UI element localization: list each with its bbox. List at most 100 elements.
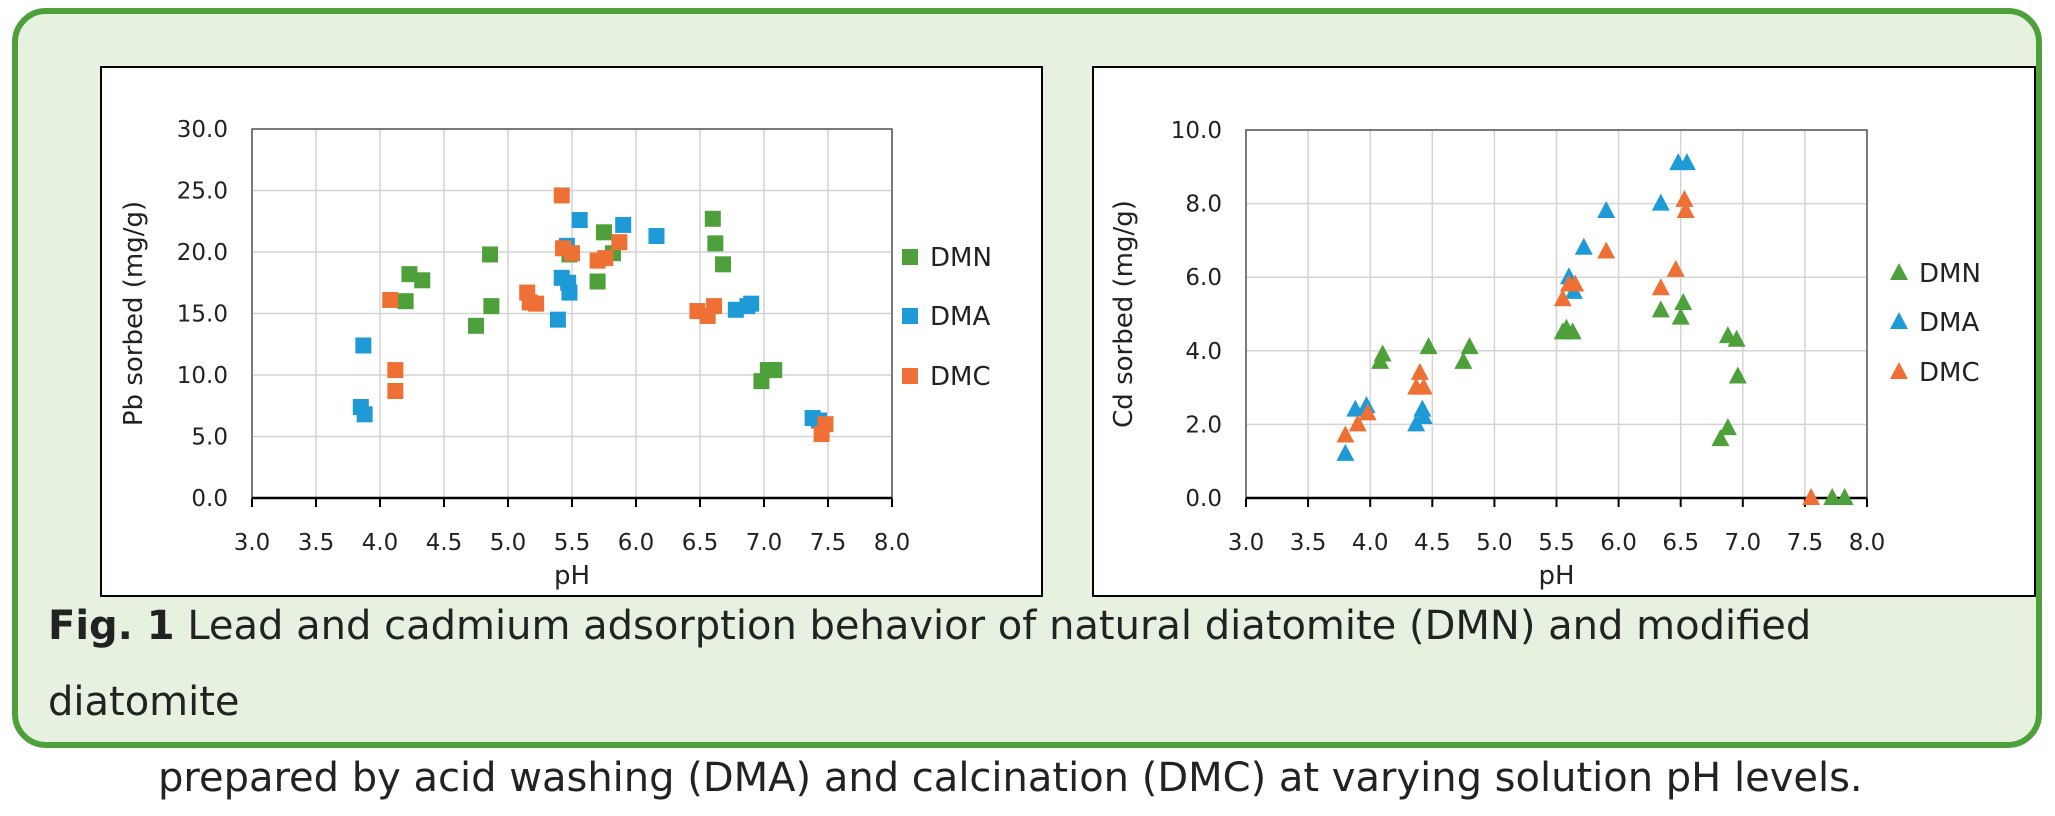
- point-dma: [356, 406, 373, 423]
- y-tick-label: 30.0: [177, 117, 228, 143]
- legend-label-dmc: DMC: [930, 362, 991, 392]
- legend-label-dmn: DMN: [930, 243, 992, 273]
- point-dma: [355, 337, 372, 354]
- x-tick-label: 7.5: [1787, 530, 1824, 556]
- caption-line-2: prepared by acid washing (DMA) and calci…: [158, 755, 1863, 801]
- point-dmn: [1651, 300, 1670, 318]
- point-dmc: [1336, 425, 1355, 443]
- x-tick-label: 7.0: [1725, 530, 1762, 556]
- point-dmn: [397, 293, 414, 310]
- y-tick-label: 10.0: [1171, 118, 1222, 144]
- point-dmn: [589, 273, 606, 290]
- point-dmc: [611, 234, 628, 251]
- cd-chart: 3.0 3.5 4.0 4.5 5.0 5.5 6.0 6.5 7.0 7.5 8.0 0.0 2.0 4…: [1109, 118, 1981, 591]
- point-dmn: [1671, 307, 1690, 325]
- point-dma: [743, 295, 760, 312]
- x-tick-label: 4.0: [1352, 530, 1389, 556]
- point-dmc: [528, 295, 545, 312]
- legend-marker-dma: [902, 308, 918, 324]
- x-tick-label: 4.5: [426, 530, 463, 556]
- point-dmn: [1419, 337, 1438, 355]
- x-tick-label: 8.0: [874, 530, 911, 556]
- point-dma: [571, 212, 588, 229]
- point-dmn: [1373, 344, 1392, 362]
- point-dmc: [564, 245, 580, 262]
- point-dmn: [596, 224, 612, 241]
- point-dmn: [707, 235, 724, 252]
- y-tick-label: 0.0: [191, 486, 228, 512]
- x-tick-label: 3.0: [234, 530, 271, 556]
- point-dmc: [382, 291, 399, 308]
- point-dmc: [817, 416, 834, 433]
- x-tick-label: 4.5: [1414, 530, 1451, 556]
- point-dmc: [1676, 200, 1695, 218]
- point-dmc: [1414, 377, 1433, 395]
- point-dmn: [766, 362, 783, 379]
- y-tick-label: 8.0: [1185, 192, 1222, 218]
- point-dmn: [483, 298, 500, 315]
- point-dmc: [1802, 488, 1821, 505]
- y-axis-label: Cd sorbed (mg/g): [1109, 200, 1139, 428]
- point-dma: [1413, 399, 1432, 417]
- x-tick-label: 6.0: [618, 530, 655, 556]
- point-dmn: [1674, 292, 1693, 310]
- point-dmc: [597, 250, 614, 267]
- point-dma: [1574, 237, 1593, 255]
- point-dma: [648, 228, 665, 245]
- legend-marker-dma: [1890, 312, 1908, 329]
- point-dmc: [1597, 241, 1616, 259]
- y-tick-label: 5.0: [191, 425, 228, 451]
- x-tick-label: 8.0: [1849, 530, 1886, 556]
- point-dma: [1651, 193, 1670, 211]
- x-axis-label: pH: [1538, 561, 1574, 591]
- point-dmc: [553, 187, 570, 204]
- x-tick-label: 7.0: [746, 530, 783, 556]
- y-tick-label: 0.0: [1185, 486, 1222, 512]
- point-dmn: [482, 246, 499, 263]
- x-tick-label: 6.5: [682, 530, 719, 556]
- point-dma: [1357, 396, 1376, 413]
- x-tick-label: 7.5: [810, 530, 847, 556]
- point-dmn: [1563, 322, 1582, 340]
- point-dma: [1414, 407, 1433, 425]
- x-tick-label: 5.0: [490, 530, 527, 556]
- y-tick-label: 25.0: [177, 179, 228, 205]
- y-tick-label: 10.0: [177, 363, 228, 389]
- x-tick-label: 3.5: [1290, 530, 1327, 556]
- x-tick-label: 5.5: [1538, 530, 1575, 556]
- point-dmn: [414, 272, 431, 289]
- pb-chart-panel: 3.0 3.5 4.0 4.5 5.0 5.5 6.0 6.5 7.0 7.5 8.0 0.0 5.0 1…: [100, 66, 1043, 597]
- point-dmn: [1711, 429, 1730, 447]
- x-tick-label: 5.0: [1476, 530, 1513, 556]
- point-dmn: [1823, 488, 1842, 505]
- cd-chart-panel: 3.0 3.5 4.0 4.5 5.0 5.5 6.0 6.5 7.0 7.5 8.0 0.0 2.0 4…: [1092, 66, 2036, 597]
- legend-label-dma: DMA: [930, 302, 990, 332]
- legend-label-dma: DMA: [1919, 308, 1979, 338]
- legend-label-dmc: DMC: [1919, 358, 1980, 388]
- point-dmc: [1666, 259, 1685, 277]
- y-tick-label: 15.0: [177, 302, 228, 328]
- point-dmc: [1553, 289, 1572, 307]
- point-dmn: [1727, 329, 1746, 347]
- point-dmn: [715, 256, 732, 273]
- legend-marker-dmc: [902, 368, 918, 384]
- point-dmc: [1651, 278, 1670, 296]
- point-dma: [615, 216, 632, 233]
- point-dma: [1677, 153, 1696, 171]
- legend-marker-dmn: [902, 249, 918, 265]
- figure-frame: 3.0 3.5 4.0 4.5 5.0 5.5 6.0 6.5 7.0 7.5 8.0 0.0 5.0 1…: [12, 8, 2042, 748]
- point-dma: [1597, 200, 1616, 218]
- point-dmn: [704, 210, 721, 227]
- point-dma: [561, 284, 578, 301]
- legend-marker-dmc: [1890, 362, 1908, 379]
- point-dmn: [401, 266, 418, 283]
- point-dmc: [1566, 274, 1585, 292]
- point-dmc: [387, 362, 404, 379]
- point-dmn: [1460, 337, 1479, 355]
- x-tick-label: 3.5: [298, 530, 335, 556]
- y-tick-label: 20.0: [177, 240, 228, 266]
- y-tick-label: 4.0: [1185, 339, 1222, 365]
- point-dmn: [1454, 351, 1473, 369]
- point-dmc: [1348, 414, 1367, 432]
- point-dmc: [1410, 362, 1429, 380]
